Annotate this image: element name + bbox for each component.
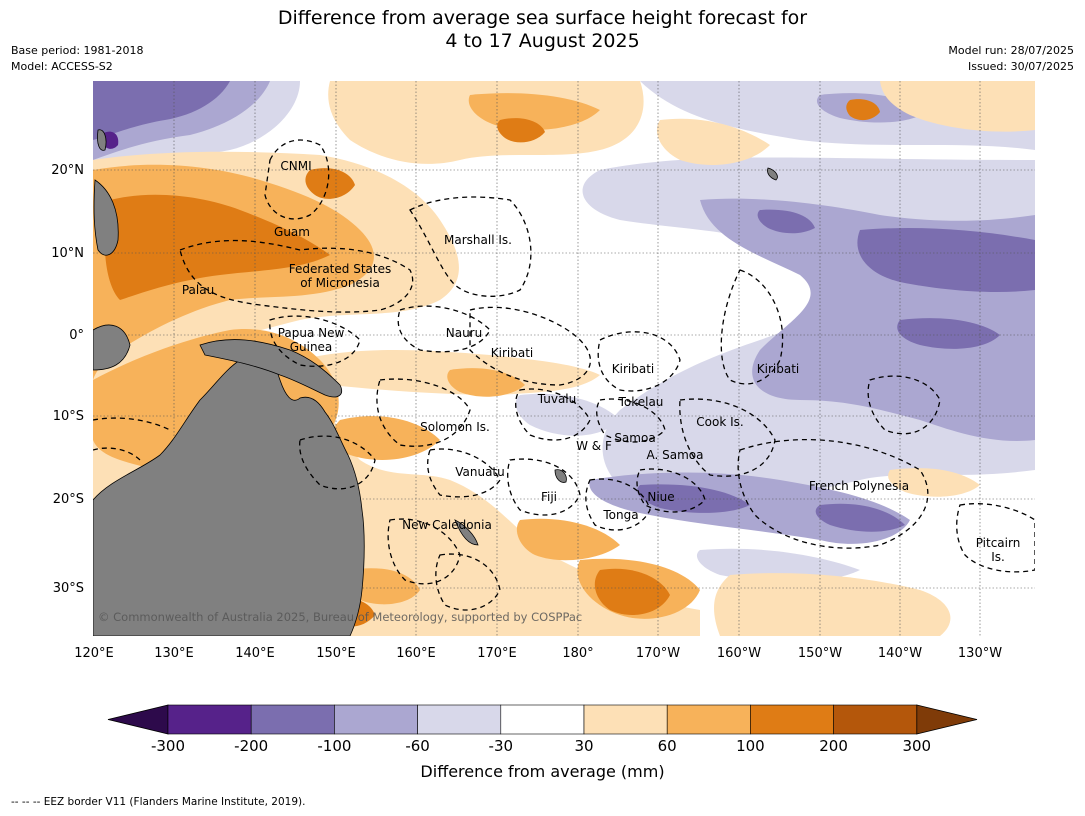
- label-marshall: Marshall Is.: [444, 233, 512, 247]
- label-french-polynesia: French Polynesia: [809, 479, 909, 493]
- label-tokelau: Tokelau: [618, 395, 664, 409]
- australia-landmass: [93, 347, 365, 636]
- copyright-notice: © Commonwealth of Australia 2025, Bureau…: [98, 610, 582, 624]
- colorbar-swatch: [833, 704, 918, 735]
- lon-tick-label: 140°E: [235, 646, 275, 661]
- region-labels: CNMI Guam Marshall Is. Federated States o…: [182, 159, 1020, 564]
- colorbar-swatch: [750, 704, 834, 735]
- label-guam: Guam: [274, 225, 310, 239]
- borneo-landmass: [93, 324, 131, 371]
- colorbar-tick-label: -100: [317, 737, 351, 755]
- label-american-samoa: A. Samoa: [647, 448, 704, 462]
- colorbar-tick-label: -200: [234, 737, 268, 755]
- lon-tick-label: 130°E: [154, 646, 194, 661]
- label-micronesia: Federated States of Micronesia: [289, 262, 391, 290]
- eez-legend-caption: -- -- -- EEZ border V11 (Flanders Marine…: [11, 796, 306, 808]
- label-vanuatu: Vanuatu: [455, 465, 505, 479]
- label-cnmi: CNMI: [280, 159, 311, 173]
- landmasses: [93, 129, 778, 636]
- lon-tick-label: 140°W: [878, 646, 922, 661]
- lon-tick-label: 160°W: [717, 646, 761, 661]
- lon-tick-label: 130°W: [958, 646, 1002, 661]
- label-wallis-futuna: W & F: [576, 439, 612, 453]
- lon-tick-label: 120°E: [74, 646, 114, 661]
- lat-tick-label: 20°S: [53, 492, 84, 507]
- colorbar-tick-label: 30: [574, 737, 593, 755]
- label-kiribati-central: Kiribati: [612, 362, 654, 376]
- colorbar: -300 -200 -100 -60 -30 30 60 100 200 300: [107, 704, 978, 755]
- label-png: Papua New Guinea: [278, 326, 345, 354]
- colorbar-swatch: [583, 704, 668, 735]
- colorbar-tick-label: 300: [902, 737, 931, 755]
- lon-tick-label: 150°E: [316, 646, 356, 661]
- label-kiribati-east: Kiribati: [757, 362, 799, 376]
- colorbar-swatch: [417, 704, 502, 735]
- label-niue: Niue: [647, 490, 674, 504]
- colorbar-tick-label: -300: [151, 737, 185, 755]
- label-new-caledonia: New Caledonia: [402, 518, 492, 532]
- fiji-landmass: [554, 469, 567, 483]
- model-name: Model: ACCESS-S2: [11, 60, 113, 73]
- label-samoa: Samoa: [614, 431, 655, 445]
- lon-tick-label: 180°: [562, 646, 593, 661]
- colorbar-tick-label: -60: [405, 737, 430, 755]
- lat-tick-label: 30°S: [53, 581, 84, 596]
- new-caledonia-landmass: [454, 519, 479, 546]
- label-tonga: Tonga: [602, 508, 638, 522]
- eez-borders: [93, 139, 1035, 611]
- label-solomon: Solomon Is.: [420, 420, 490, 434]
- label-pitcairn: Pitcairn Is.: [976, 536, 1021, 564]
- axis-labels: 120°E 130°E 140°E 150°E 160°E 170°E 180° 170°W 1…: [51, 163, 1002, 661]
- colorbar-swatch: [500, 704, 585, 735]
- taiwan-landmass: [97, 129, 107, 151]
- new-guinea-landmass: [199, 339, 342, 398]
- lon-tick-label: 150°W: [798, 646, 842, 661]
- colorbar-swatch: [167, 704, 252, 735]
- label-cook: Cook Is.: [696, 415, 743, 429]
- colorbar-swatch: [666, 704, 751, 735]
- label-fiji: Fiji: [541, 490, 557, 504]
- lon-tick-label: 170°E: [477, 646, 517, 661]
- lat-tick-label: 10°N: [51, 246, 84, 261]
- base-period: Base period: 1981-2018: [11, 44, 144, 57]
- colorbar-swatch: [250, 704, 335, 735]
- map-panel: [93, 81, 1035, 636]
- issued-date: Issued: 30/07/2025: [967, 60, 1074, 73]
- label-palau: Palau: [182, 283, 214, 297]
- lon-tick-label: 160°E: [396, 646, 436, 661]
- title-line-1: Difference from average sea surface heig…: [277, 7, 808, 29]
- anomaly-neg-100-200: [93, 81, 1035, 532]
- map-title: Difference from average sea surface heig…: [0, 7, 1085, 53]
- lon-tick-label: 170°W: [636, 646, 680, 661]
- label-nauru: Nauru: [446, 326, 482, 340]
- model-run: Model run: 28/07/2025: [948, 44, 1074, 57]
- colorbar-label: Difference from average (mm): [420, 762, 665, 781]
- lat-tick-label: 0°: [69, 328, 84, 343]
- colorbar-swatch: [334, 704, 418, 735]
- colorbar-tick-label: -30: [489, 737, 514, 755]
- colorbar-extend-low: [107, 704, 169, 735]
- meta-left: Base period: 1981-2018 Model: ACCESS-S2: [11, 43, 143, 75]
- philippines-landmass: [93, 179, 119, 256]
- label-tuvalu: Tuvalu: [537, 392, 577, 406]
- hawaii-island: [767, 167, 778, 181]
- meta-right: Model run: 28/07/2025 Issued: 30/07/2025: [948, 43, 1074, 75]
- lat-tick-label: 20°N: [51, 163, 84, 178]
- colorbar-tick-label: 200: [819, 737, 848, 755]
- label-kiribati-west: Kiribati: [491, 346, 533, 360]
- lat-tick-label: 10°S: [53, 409, 84, 424]
- colorbar-tick-label: 100: [736, 737, 765, 755]
- colorbar-extend-high: [916, 704, 978, 735]
- graticule: [93, 81, 1035, 636]
- title-line-2: 4 to 17 August 2025: [445, 30, 640, 52]
- colorbar-tick-label: 60: [658, 737, 677, 755]
